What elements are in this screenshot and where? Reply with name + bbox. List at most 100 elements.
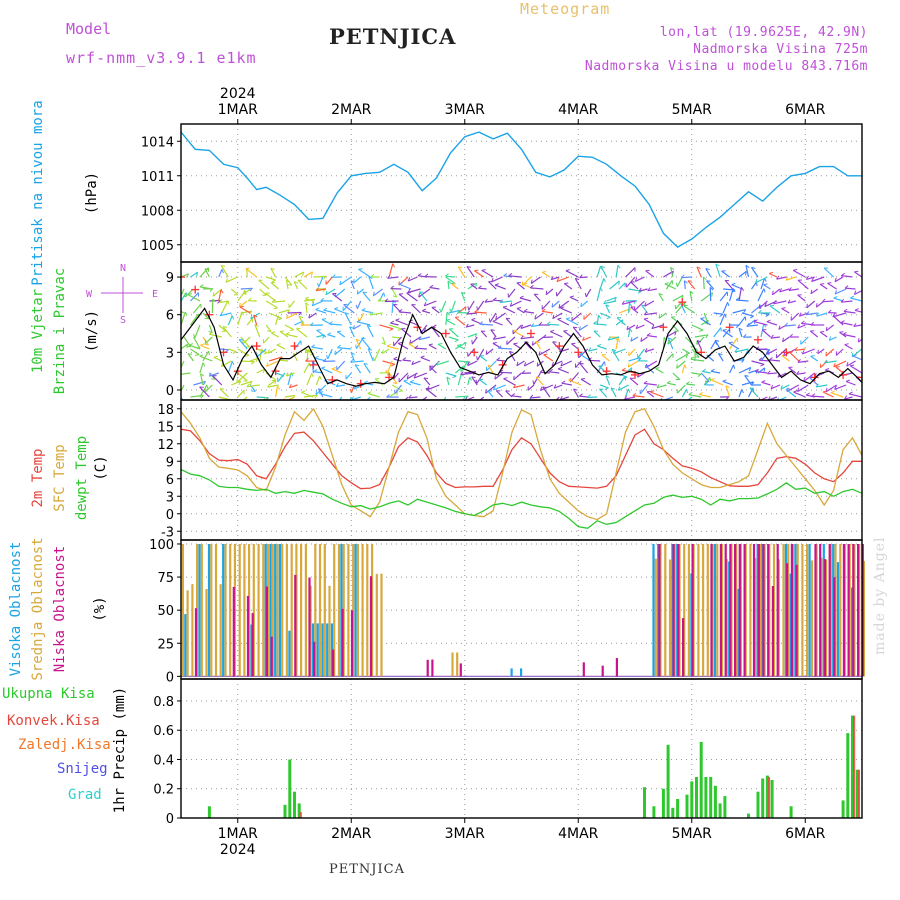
- wind-barb-head: [681, 274, 685, 279]
- wind-barb: [681, 364, 686, 374]
- wind-barb-head: [725, 385, 730, 389]
- wind-barb-head: [316, 282, 320, 287]
- wind-barb-head: [323, 276, 327, 280]
- wind-barb: [599, 312, 611, 318]
- wind-barb: [555, 396, 560, 400]
- compass-east-label: E: [152, 289, 158, 300]
- wind-barb: [773, 300, 787, 305]
- wind-barb-head: [806, 311, 810, 315]
- wind-barb-head: [539, 369, 544, 373]
- wind-barb-head: [386, 394, 390, 398]
- wind-barb-head: [840, 320, 845, 324]
- wind-barb: [596, 315, 600, 326]
- wind-barb-head: [541, 308, 546, 312]
- wind-barb-head: [697, 373, 702, 378]
- wind-barb: [265, 276, 276, 281]
- wind-barb: [729, 364, 735, 374]
- wind-barb-head: [492, 342, 497, 344]
- cloud-mid-bar: [352, 544, 355, 677]
- wind-barb-head: [289, 329, 294, 332]
- wind-barb: [557, 318, 570, 326]
- wind-barb: [778, 396, 787, 400]
- wind-barb-head: [850, 364, 855, 367]
- wind-barb: [227, 361, 233, 374]
- wind-barb: [662, 396, 674, 400]
- wind-barb: [513, 384, 525, 389]
- wind-barb-head: [794, 346, 798, 351]
- wind-barb: [458, 360, 471, 363]
- cloud-mid-bar: [300, 544, 303, 677]
- wind-barb-head: [372, 356, 376, 362]
- wind-barb-head: [387, 274, 391, 279]
- wind-barb-head: [466, 310, 470, 315]
- cloud-high-bar: [222, 544, 225, 677]
- wind-barb-head: [539, 386, 543, 391]
- wind-barb-head: [828, 336, 832, 341]
- wind-barb: [462, 396, 466, 400]
- wind-barb: [520, 336, 535, 340]
- wind-barb: [367, 392, 380, 398]
- wind-barb-head: [560, 362, 563, 367]
- wind-ytick-label: 0: [166, 384, 174, 399]
- wind-barb: [719, 313, 726, 326]
- wind-barb-head: [246, 383, 250, 388]
- temp-ytick-label: -3: [161, 525, 174, 540]
- wind-barb-head: [559, 395, 563, 400]
- wind-barb: [213, 356, 223, 362]
- wind-barb: [355, 339, 362, 350]
- wind-barb: [238, 339, 248, 350]
- wind-barb-head: [446, 318, 451, 321]
- wind-barb-head: [311, 301, 315, 306]
- wind-barb-head: [758, 309, 762, 314]
- wind-barb: [218, 269, 223, 278]
- cloud-low-bar: [790, 544, 793, 677]
- cloud-mid-bar: [285, 544, 288, 677]
- wind-barb-head: [842, 331, 847, 335]
- wind-barb: [627, 360, 639, 368]
- wind-barb-head: [569, 295, 574, 298]
- wind-axis-title: 10m Vjetar: [30, 289, 46, 373]
- wind-barb-head: [363, 380, 368, 384]
- date-label-top: 2MAR: [331, 102, 372, 118]
- wind-barb: [301, 391, 314, 398]
- wind-barb: [650, 391, 664, 398]
- wind-barb-head: [704, 381, 709, 386]
- wind-barb: [598, 365, 608, 374]
- wind-barb-head: [239, 305, 245, 308]
- wind-barb-head: [638, 287, 642, 292]
- wind-barb: [181, 396, 184, 400]
- wind-barb: [547, 323, 560, 326]
- wind-barb-head: [494, 283, 499, 286]
- wind-barb: [627, 303, 631, 314]
- wind-barb-head: [763, 367, 766, 372]
- wind-barb: [425, 388, 437, 398]
- wind-barb: [569, 372, 579, 383]
- cloud-low-bar: [313, 641, 316, 677]
- cloud-low-axis-title: Niska Oblacnost: [52, 546, 68, 672]
- wind-barb: [262, 396, 267, 400]
- wind-barb-head: [722, 379, 727, 382]
- wind-barb-head: [206, 384, 209, 389]
- wind-barb: [315, 375, 321, 386]
- wind-barb: [761, 329, 771, 338]
- wind-barb: [446, 376, 450, 386]
- wind-barb: [560, 396, 569, 400]
- wind-barb: [451, 283, 459, 290]
- wind-barb-head: [527, 386, 529, 391]
- date-label-bottom: 1MAR: [218, 826, 259, 842]
- wind-barb-head: [243, 290, 245, 295]
- wind-barb-head: [715, 339, 720, 342]
- wind-barb-head: [698, 391, 703, 395]
- wind-barb: [832, 315, 844, 326]
- wind-barb-head: [479, 321, 484, 325]
- wind-barb: [418, 288, 431, 298]
- wind-barb: [681, 276, 692, 279]
- wind-barb: [265, 300, 278, 309]
- wind-barb-head: [845, 379, 850, 382]
- cloud-high-bar: [326, 623, 329, 677]
- wind-barb-head: [452, 375, 457, 379]
- wind-barb: [622, 300, 636, 305]
- wind-barb: [802, 348, 815, 355]
- wind-barb-head: [781, 307, 786, 309]
- wind-barb-head: [689, 290, 694, 294]
